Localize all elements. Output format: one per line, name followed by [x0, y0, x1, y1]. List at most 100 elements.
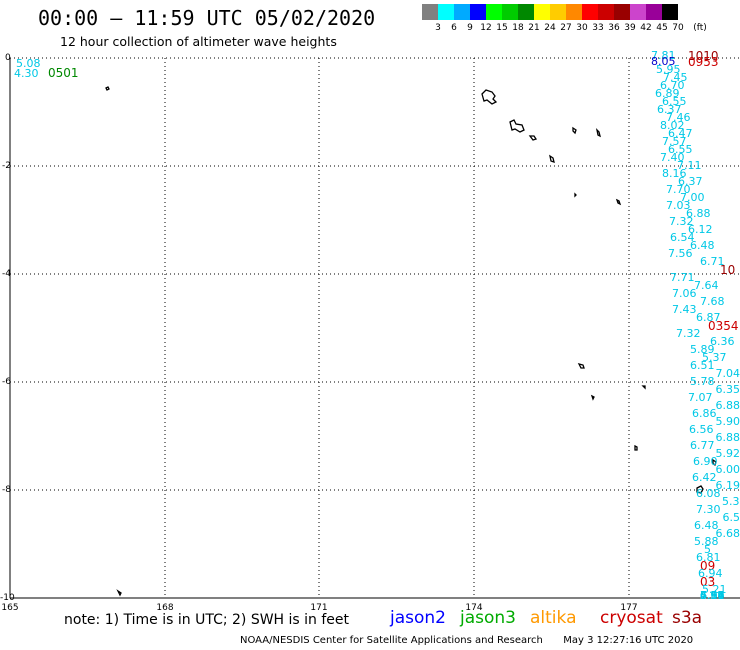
wave-height-label: 7.06: [672, 287, 697, 300]
y-axis-tick-label: -8: [2, 485, 11, 495]
wave-height-label: 6.81: [696, 551, 721, 564]
island-outline: [481, 89, 498, 105]
wave-height-label: 6.56: [689, 423, 714, 436]
island-outline: [509, 119, 525, 133]
wave-height-label: 5.08: [16, 57, 41, 70]
wave-height-label: 5.21: [702, 583, 727, 596]
footer-credit: NOAA/NESDIS Center for Satellite Applica…: [240, 635, 543, 646]
color-swatch: [566, 4, 582, 20]
color-scale-label: 42: [640, 23, 652, 33]
wave-height-label: 7.11: [677, 159, 702, 172]
wave-height-label: 6.08: [696, 487, 721, 500]
wave-height-label: 7.03: [666, 199, 691, 212]
wave-height-label: 7.32: [676, 327, 701, 340]
wave-height-label: 5: [704, 543, 711, 556]
satellite-legend-jason2: jason2: [390, 608, 446, 628]
wave-height-label: 0354: [708, 319, 739, 333]
island-outline: [116, 589, 122, 597]
satellite-legend-s3a: s3a: [672, 608, 703, 628]
island-outline: [696, 485, 704, 494]
island-outline: [634, 444, 638, 451]
wave-height-label: 5.92: [715, 447, 740, 460]
wave-height-label: 5.90: [715, 415, 740, 428]
wave-height-label: 8.05: [651, 55, 676, 68]
satellite-legend-cryosat: cryosat: [600, 608, 663, 628]
color-swatch: [534, 4, 550, 20]
footer: NOAA/NESDIS Center for Satellite Applica…: [240, 635, 693, 646]
wave-height-label: 6.37: [657, 103, 682, 116]
wave-height-label: 7.64: [694, 279, 719, 292]
wave-height-label: 7.81: [651, 49, 676, 62]
footer-timestamp: May 3 12:27:16 UTC 2020: [563, 635, 694, 646]
wave-height-label: 0501: [48, 66, 79, 80]
wave-height-label: 7.45: [663, 71, 688, 84]
wave-height-label: 5.78: [690, 375, 715, 388]
wave-height-label: 6.55: [662, 95, 687, 108]
wave-height-label: 6.88: [715, 431, 740, 444]
wave-height-label: 6.68: [715, 527, 740, 540]
wave-height-label: 5.99: [700, 589, 725, 602]
color-scale-label: 3: [435, 23, 441, 33]
color-swatch: [502, 4, 518, 20]
wave-height-label: 6.55: [668, 143, 693, 156]
wave-height-label: 7.30: [696, 503, 721, 516]
wave-height-label: 5.89: [690, 343, 715, 356]
wave-height-label: 8.16: [662, 167, 687, 180]
wave-height-label: 6.54: [670, 231, 695, 244]
wave-height-label: 6.77: [690, 439, 715, 452]
wave-height-label: 5.37: [702, 351, 727, 364]
wave-height-label: 7.04: [715, 367, 740, 380]
color-swatch: [582, 4, 598, 20]
island-outline: [528, 135, 538, 141]
island-outline: [105, 86, 110, 91]
wave-height-label: 7.97: [700, 589, 725, 602]
wave-height-label: 6.48: [694, 519, 719, 532]
wave-height-label: 6.90: [693, 455, 718, 468]
wave-height-label: 8.02: [660, 119, 685, 132]
map-canvas: [9, 57, 740, 599]
y-axis-tick-label: -4: [2, 269, 11, 279]
wave-height-label: 09: [700, 559, 716, 573]
wave-height-label: 6.42: [692, 471, 717, 484]
color-scale-label: 6: [451, 23, 457, 33]
island-outline: [641, 385, 646, 390]
wave-height-label: 6.19: [715, 479, 740, 492]
note-text: note: 1) Time is in UTC; 2) SWH is in fe…: [64, 612, 350, 628]
wave-height-label: 7.32: [669, 215, 694, 228]
island-outline: [595, 128, 601, 138]
color-scale-label: 45: [656, 23, 668, 33]
color-scale-label: 33: [592, 23, 604, 33]
wave-height-label: 6.86: [692, 407, 717, 420]
y-axis-tick-label: -2: [2, 161, 11, 171]
wave-height-label: 7.07: [688, 391, 713, 404]
island-outline: [549, 154, 555, 163]
wave-height-label: 4.96: [700, 589, 725, 602]
wave-height-label: 6.88: [715, 399, 740, 412]
wave-height-label: 7.71: [670, 271, 695, 284]
color-swatch: [438, 4, 454, 20]
wave-height-label: 6.51: [700, 589, 725, 602]
wave-height-label: 6.37: [678, 175, 703, 188]
island-outline: [574, 192, 577, 198]
color-scale-unit: (ft): [693, 23, 707, 33]
wave-height-label: 7.70: [666, 183, 691, 196]
color-scale-label: 24: [544, 23, 556, 33]
wave-height-label: 6.51: [690, 359, 715, 372]
color-swatch: [422, 4, 438, 20]
color-scale-label: 30: [576, 23, 588, 33]
wave-height-label: 6.12: [688, 223, 713, 236]
color-swatch: [630, 4, 646, 20]
color-swatch: [598, 4, 614, 20]
wave-height-label: 7.40: [660, 151, 685, 164]
color-swatch: [614, 4, 630, 20]
wave-height-label: 1010: [688, 49, 719, 63]
wave-height-label: 5.95: [656, 63, 681, 76]
x-axis-tick-label: 177: [620, 603, 638, 613]
wave-height-label: 6.87: [696, 311, 721, 324]
wave-height-label: 6.16: [700, 589, 725, 602]
map-panel: [9, 57, 740, 599]
y-axis-tick-label: -6: [2, 377, 11, 387]
wave-height-label: 6.00: [715, 463, 740, 476]
x-axis-tick-label: 168: [156, 603, 174, 613]
wave-height-label: 7.68: [700, 295, 725, 308]
